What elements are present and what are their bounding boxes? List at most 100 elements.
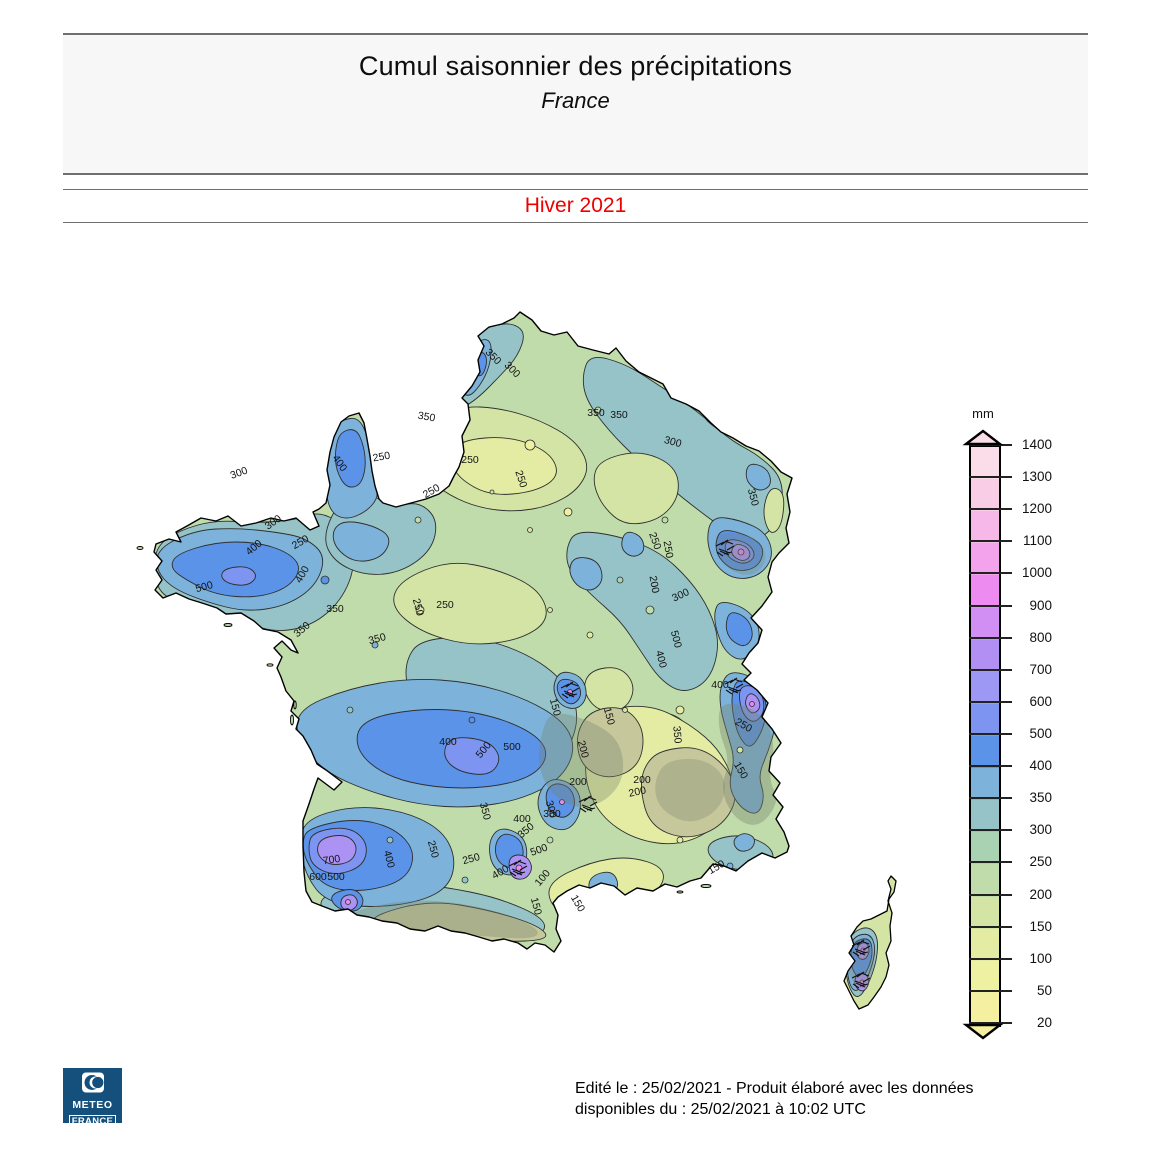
contour-label: 500 bbox=[668, 629, 684, 649]
contour-label: 350 bbox=[745, 487, 761, 507]
contour-label: 250 bbox=[425, 839, 441, 859]
contour-label: 300 bbox=[229, 464, 250, 481]
legend-segment bbox=[971, 928, 999, 962]
contour-label: 250 bbox=[461, 454, 479, 466]
season-label: Hiver 2021 bbox=[524, 194, 627, 217]
legend-tick-label: 400 bbox=[1029, 758, 1052, 774]
legend-tick bbox=[969, 829, 1012, 832]
edition-note: Edité le : 25/02/2021 - Produit élaboré … bbox=[575, 1078, 974, 1120]
legend-segment bbox=[971, 543, 999, 576]
legend-segment bbox=[971, 607, 999, 641]
legend-tick bbox=[969, 925, 1012, 928]
contour-label: 400 bbox=[653, 649, 669, 669]
contour-label: 400 bbox=[513, 813, 531, 825]
legend-tick-label: 1400 bbox=[1021, 437, 1052, 452]
page-title: Cumul saisonnier des précipitations bbox=[358, 51, 793, 81]
legend-segment bbox=[971, 575, 999, 609]
contour-label: 200 bbox=[633, 774, 651, 786]
legend-tick bbox=[969, 508, 1012, 511]
contour-label: 350 bbox=[477, 801, 493, 821]
contour-label: 200 bbox=[647, 575, 662, 594]
coastline-outline bbox=[153, 311, 897, 1010]
legend: mm 1400 1300 1200 1100 1000 900 800 700 600 500 40… bbox=[960, 400, 1150, 1080]
page-subtitle: France bbox=[541, 88, 610, 113]
legend-segment bbox=[971, 768, 999, 801]
season-banner: Hiver 2021 bbox=[63, 189, 1088, 223]
legend-segment bbox=[971, 511, 999, 544]
legend-segment bbox=[971, 960, 999, 994]
legend-tick bbox=[969, 476, 1012, 479]
contour-label: 350 bbox=[417, 410, 436, 425]
logo-text-meteo: METEO bbox=[72, 1099, 113, 1111]
meteo-france-moon-icon bbox=[81, 1072, 104, 1093]
legend-tick-label: 1000 bbox=[1021, 565, 1052, 581]
legend-segment bbox=[971, 671, 999, 705]
legend-tick bbox=[969, 989, 1012, 992]
contour-label: 350 bbox=[326, 603, 344, 615]
precipitation-map: 5004004004003003002502502502502502503503… bbox=[136, 311, 897, 1010]
legend-tick bbox=[969, 733, 1012, 735]
header-panel: Cumul saisonnier des précipitations Fran… bbox=[63, 33, 1088, 175]
legend-tick-label: 600 bbox=[1029, 693, 1052, 709]
contour-label: 250 bbox=[436, 599, 454, 611]
contour-label: 500 bbox=[194, 579, 214, 595]
legend-segment bbox=[971, 639, 999, 673]
contour-label: 250 bbox=[410, 597, 426, 617]
contour-label: 250 bbox=[661, 540, 676, 559]
contour-label: 200 bbox=[575, 739, 591, 759]
legend-tick bbox=[969, 765, 1012, 768]
legend-tick bbox=[969, 893, 1012, 896]
legend-tick bbox=[969, 861, 1012, 864]
legend-tick-label: 1200 bbox=[1021, 501, 1052, 517]
meteo-france-logo: METEO FRANCE bbox=[63, 1068, 122, 1128]
legend-tick-label: 200 bbox=[1029, 886, 1052, 902]
contour-label: 400 bbox=[381, 849, 397, 869]
legend-tick bbox=[969, 540, 1012, 543]
legend-arrow-down bbox=[962, 1023, 1004, 1040]
legend-tick-label: 900 bbox=[1029, 597, 1052, 613]
legend-unit-label: mm bbox=[972, 406, 994, 421]
legend-arrow-up bbox=[962, 429, 1004, 446]
contour-label: 300 bbox=[543, 808, 561, 820]
contour-label: 150 bbox=[547, 697, 563, 717]
legend-segment bbox=[971, 864, 999, 898]
corsica-island bbox=[844, 876, 896, 1009]
contour-label: 200 bbox=[569, 776, 587, 788]
legend-tick bbox=[969, 572, 1012, 575]
legend-segment bbox=[971, 703, 999, 737]
contour-label: 250 bbox=[372, 450, 391, 465]
legend-tick-label: 700 bbox=[1029, 661, 1052, 677]
contour-label: 500 bbox=[503, 741, 521, 753]
contour-label: 250 bbox=[512, 469, 529, 490]
contour-label: 350 bbox=[587, 407, 605, 419]
legend-color-bar bbox=[969, 445, 1001, 1027]
legend-segment bbox=[971, 800, 999, 833]
legend-tick-label: 20 bbox=[1036, 1015, 1052, 1030]
contour-label: 200 bbox=[628, 784, 648, 799]
legend-tick-label: 1100 bbox=[1022, 533, 1052, 549]
contour-label: 350 bbox=[610, 409, 628, 421]
legend-tick bbox=[969, 700, 1012, 703]
legend-segment bbox=[971, 447, 999, 480]
edition-note-line1: Edité le : 25/02/2021 - Produit élaboré … bbox=[575, 1080, 974, 1097]
logo-text-france: FRANCE bbox=[68, 1115, 117, 1128]
legend-tick bbox=[969, 636, 1012, 639]
contour-label: 350 bbox=[670, 725, 683, 744]
contour-label: 300 bbox=[543, 799, 559, 819]
legend-tick bbox=[969, 797, 1012, 800]
legend-tick-label: 1300 bbox=[1021, 469, 1052, 485]
legend-segment bbox=[971, 736, 999, 769]
legend-tick-label: 250 bbox=[1029, 854, 1052, 870]
contour-label: 250 bbox=[646, 531, 663, 552]
contour-label: 150 bbox=[528, 896, 544, 916]
legend-tick bbox=[969, 604, 1012, 607]
legend-tick-label: 500 bbox=[1029, 726, 1052, 741]
legend-segment bbox=[971, 479, 999, 512]
legend-tick-label: 50 bbox=[1036, 982, 1052, 998]
contour-label: 400 bbox=[439, 736, 457, 748]
contour-label: 150 bbox=[568, 893, 587, 914]
legend-tick-label: 350 bbox=[1029, 790, 1052, 806]
legend-segment bbox=[971, 896, 999, 930]
legend-tick-label: 300 bbox=[1029, 822, 1052, 838]
legend-tick-label: 150 bbox=[1029, 918, 1052, 934]
